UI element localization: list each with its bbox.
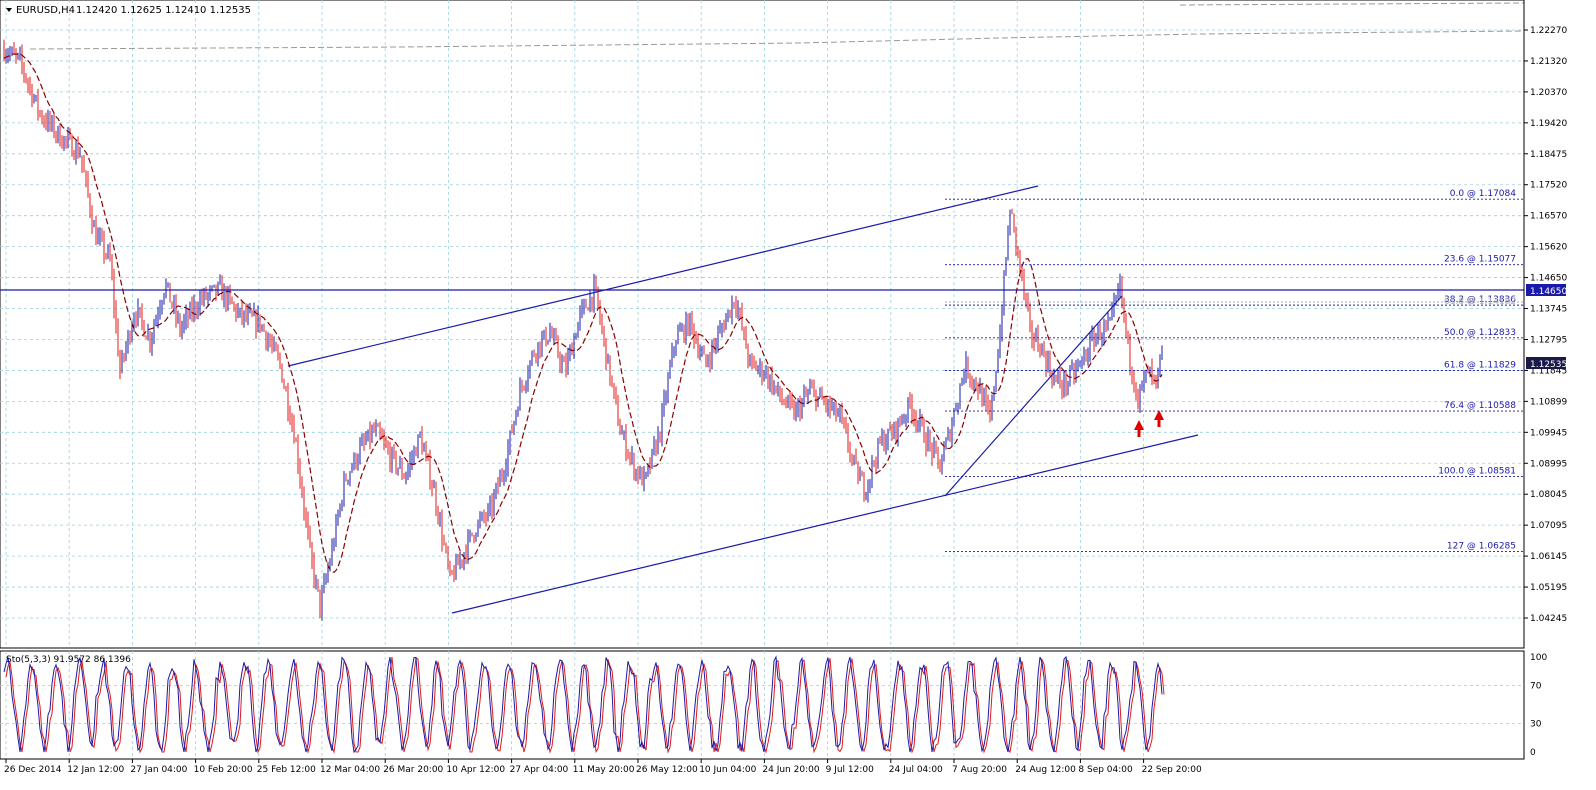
fib-level-label: 61.8 @ 1.11829 xyxy=(1444,361,1516,371)
stoch-axis-label: 70 xyxy=(1530,682,1542,692)
chart-menu-triangle-icon[interactable] xyxy=(6,8,12,12)
time-tick-label: 12 Mar 04:00 xyxy=(320,765,380,775)
stochastic-pane[interactable]: Sto(5,3,3) 91.9572 86.1396 xyxy=(0,650,1525,760)
time-tick-label: 7 Aug 20:00 xyxy=(952,765,1007,775)
time-tick-label: 24 Aug 12:00 xyxy=(1015,765,1076,775)
stoch-axis-label: 100 xyxy=(1530,653,1547,663)
time-tick-label: 26 Mar 20:00 xyxy=(383,765,443,775)
time-tick-label: 11 May 20:00 xyxy=(573,765,635,775)
time-tick-label: 24 Jun 20:00 xyxy=(762,765,819,775)
time-tick-label: 24 Jul 04:00 xyxy=(889,765,943,775)
lower-channel-line[interactable] xyxy=(451,434,1199,614)
time-axis[interactable]: 26 Dec 2014 12 Jan 12:00 27 Jan 04:00 10 Fe… xyxy=(4,759,1202,775)
up-arrow-stem xyxy=(1157,420,1161,427)
time-tick-label: 12 Jan 12:00 xyxy=(67,765,124,775)
time-tick-label: 10 Feb 20:00 xyxy=(194,765,253,775)
moving-average-line xyxy=(3,53,1163,574)
price-tick-label: 1.20370 xyxy=(1530,88,1567,98)
ohlc-values: 1.12420 1.12625 1.12410 1.12535 xyxy=(76,5,251,16)
up-arrow-stem xyxy=(1137,430,1141,437)
time-tick-label: 9 Jul 12:00 xyxy=(826,765,875,775)
stochastic-axis: 100 70 30 0 xyxy=(1523,651,1547,759)
fib-level-label: 0.0 @ 1.17084 xyxy=(1450,189,1517,199)
long-moving-average xyxy=(29,2,1525,50)
long-ma-line-2 xyxy=(1179,2,1525,6)
time-tick-label: 25 Feb 12:00 xyxy=(257,765,316,775)
price-tick-label: 1.04245 xyxy=(1530,614,1567,624)
resistance-price-badge: 1.14650 xyxy=(1526,284,1567,297)
current-price-badge: 1.12535 xyxy=(1526,357,1567,370)
time-tick-label: 27 Jan 04:00 xyxy=(130,765,187,775)
fib-ghost-label: 61.8 @ 1.14182 xyxy=(1444,297,1516,307)
up-arrow-icon xyxy=(1154,410,1164,420)
price-tick-label: 1.13745 xyxy=(1530,305,1567,315)
fib-level-label: 76.4 @ 1.10588 xyxy=(1444,401,1516,411)
signal-arrows xyxy=(1134,410,1164,437)
fib-level-label: 50.0 @ 1.12833 xyxy=(1444,328,1516,338)
stoch-axis-label: 0 xyxy=(1530,748,1536,758)
price-axis[interactable]: 1.22270 1.21320 1.20370 1.19420 1.18475 1.175… xyxy=(1523,0,1567,648)
trendlines[interactable] xyxy=(0,185,1524,614)
price-tick-label: 1.16570 xyxy=(1530,212,1567,222)
price-tick-label: 1.17520 xyxy=(1530,181,1567,191)
time-tick-label: 27 Apr 04:00 xyxy=(510,765,569,775)
symbol-label: EURUSD,H4 xyxy=(16,5,75,16)
price-tick-label: 1.21320 xyxy=(1530,57,1567,67)
rising-trendline[interactable] xyxy=(944,295,1123,497)
ma-line xyxy=(3,53,1163,574)
stochastic-header: Sto(5,3,3) 91.9572 86.1396 xyxy=(6,655,131,665)
price-tick-label: 1.08995 xyxy=(1530,459,1567,469)
price-tick-label: 1.22270 xyxy=(1530,26,1567,36)
stoch-axis-label: 30 xyxy=(1530,720,1542,730)
fib-level-label: 127 @ 1.06285 xyxy=(1447,541,1516,551)
up-arrow-icon xyxy=(1134,420,1144,430)
time-tick-label: 26 May 12:00 xyxy=(636,765,698,775)
price-tick-label: 1.09945 xyxy=(1530,428,1567,438)
resistance-badge-text: 1.14650 xyxy=(1530,287,1567,297)
fib-level-label: 100.0 @ 1.08581 xyxy=(1438,467,1516,477)
stoch-signal-line xyxy=(5,656,1165,754)
long-ma-line xyxy=(29,30,1525,50)
price-tick-label: 1.05195 xyxy=(1530,583,1567,593)
time-tick-label: 10 Jun 04:00 xyxy=(699,765,756,775)
price-pane[interactable]: 0.0 @ 1.17084 23.6 @ 1.15077 38.2 @ 1.1383… xyxy=(0,0,1525,649)
price-tick-label: 1.07095 xyxy=(1530,521,1567,531)
current-price-text: 1.12535 xyxy=(1530,360,1567,370)
price-tick-label: 1.06145 xyxy=(1530,552,1567,562)
time-tick-label: 8 Sep 04:00 xyxy=(1078,765,1133,775)
price-tick-label: 1.15620 xyxy=(1530,243,1567,253)
price-tick-label: 1.11845 xyxy=(1530,366,1567,376)
price-tick-label: 1.19420 xyxy=(1530,119,1567,129)
price-grid xyxy=(0,0,1524,648)
price-tick-label: 1.10899 xyxy=(1530,397,1567,407)
fib-level-label: 38.2 @ 1.13836 xyxy=(1444,295,1516,305)
fib-level-label: 23.6 @ 1.15077 xyxy=(1444,255,1516,265)
stoch-main-line xyxy=(3,655,1163,754)
time-tick-label: 10 Apr 12:00 xyxy=(446,765,505,775)
candlesticks xyxy=(3,39,1163,621)
price-tick-label: 1.14650 xyxy=(1530,274,1567,284)
stochastic-lines xyxy=(3,655,1165,754)
upper-channel-line[interactable] xyxy=(287,185,1039,367)
price-tick-label: 1.08045 xyxy=(1530,490,1567,500)
time-tick-label: 26 Dec 2014 xyxy=(4,765,62,775)
price-tick-label: 1.18475 xyxy=(1530,150,1567,160)
time-tick-label: 22 Sep 20:00 xyxy=(1142,765,1202,775)
price-pane-frame xyxy=(0,0,1525,649)
price-tick-label: 1.12795 xyxy=(1530,335,1567,345)
fibonacci-retracement[interactable]: 0.0 @ 1.17084 23.6 @ 1.15077 38.2 @ 1.1383… xyxy=(945,189,1524,552)
